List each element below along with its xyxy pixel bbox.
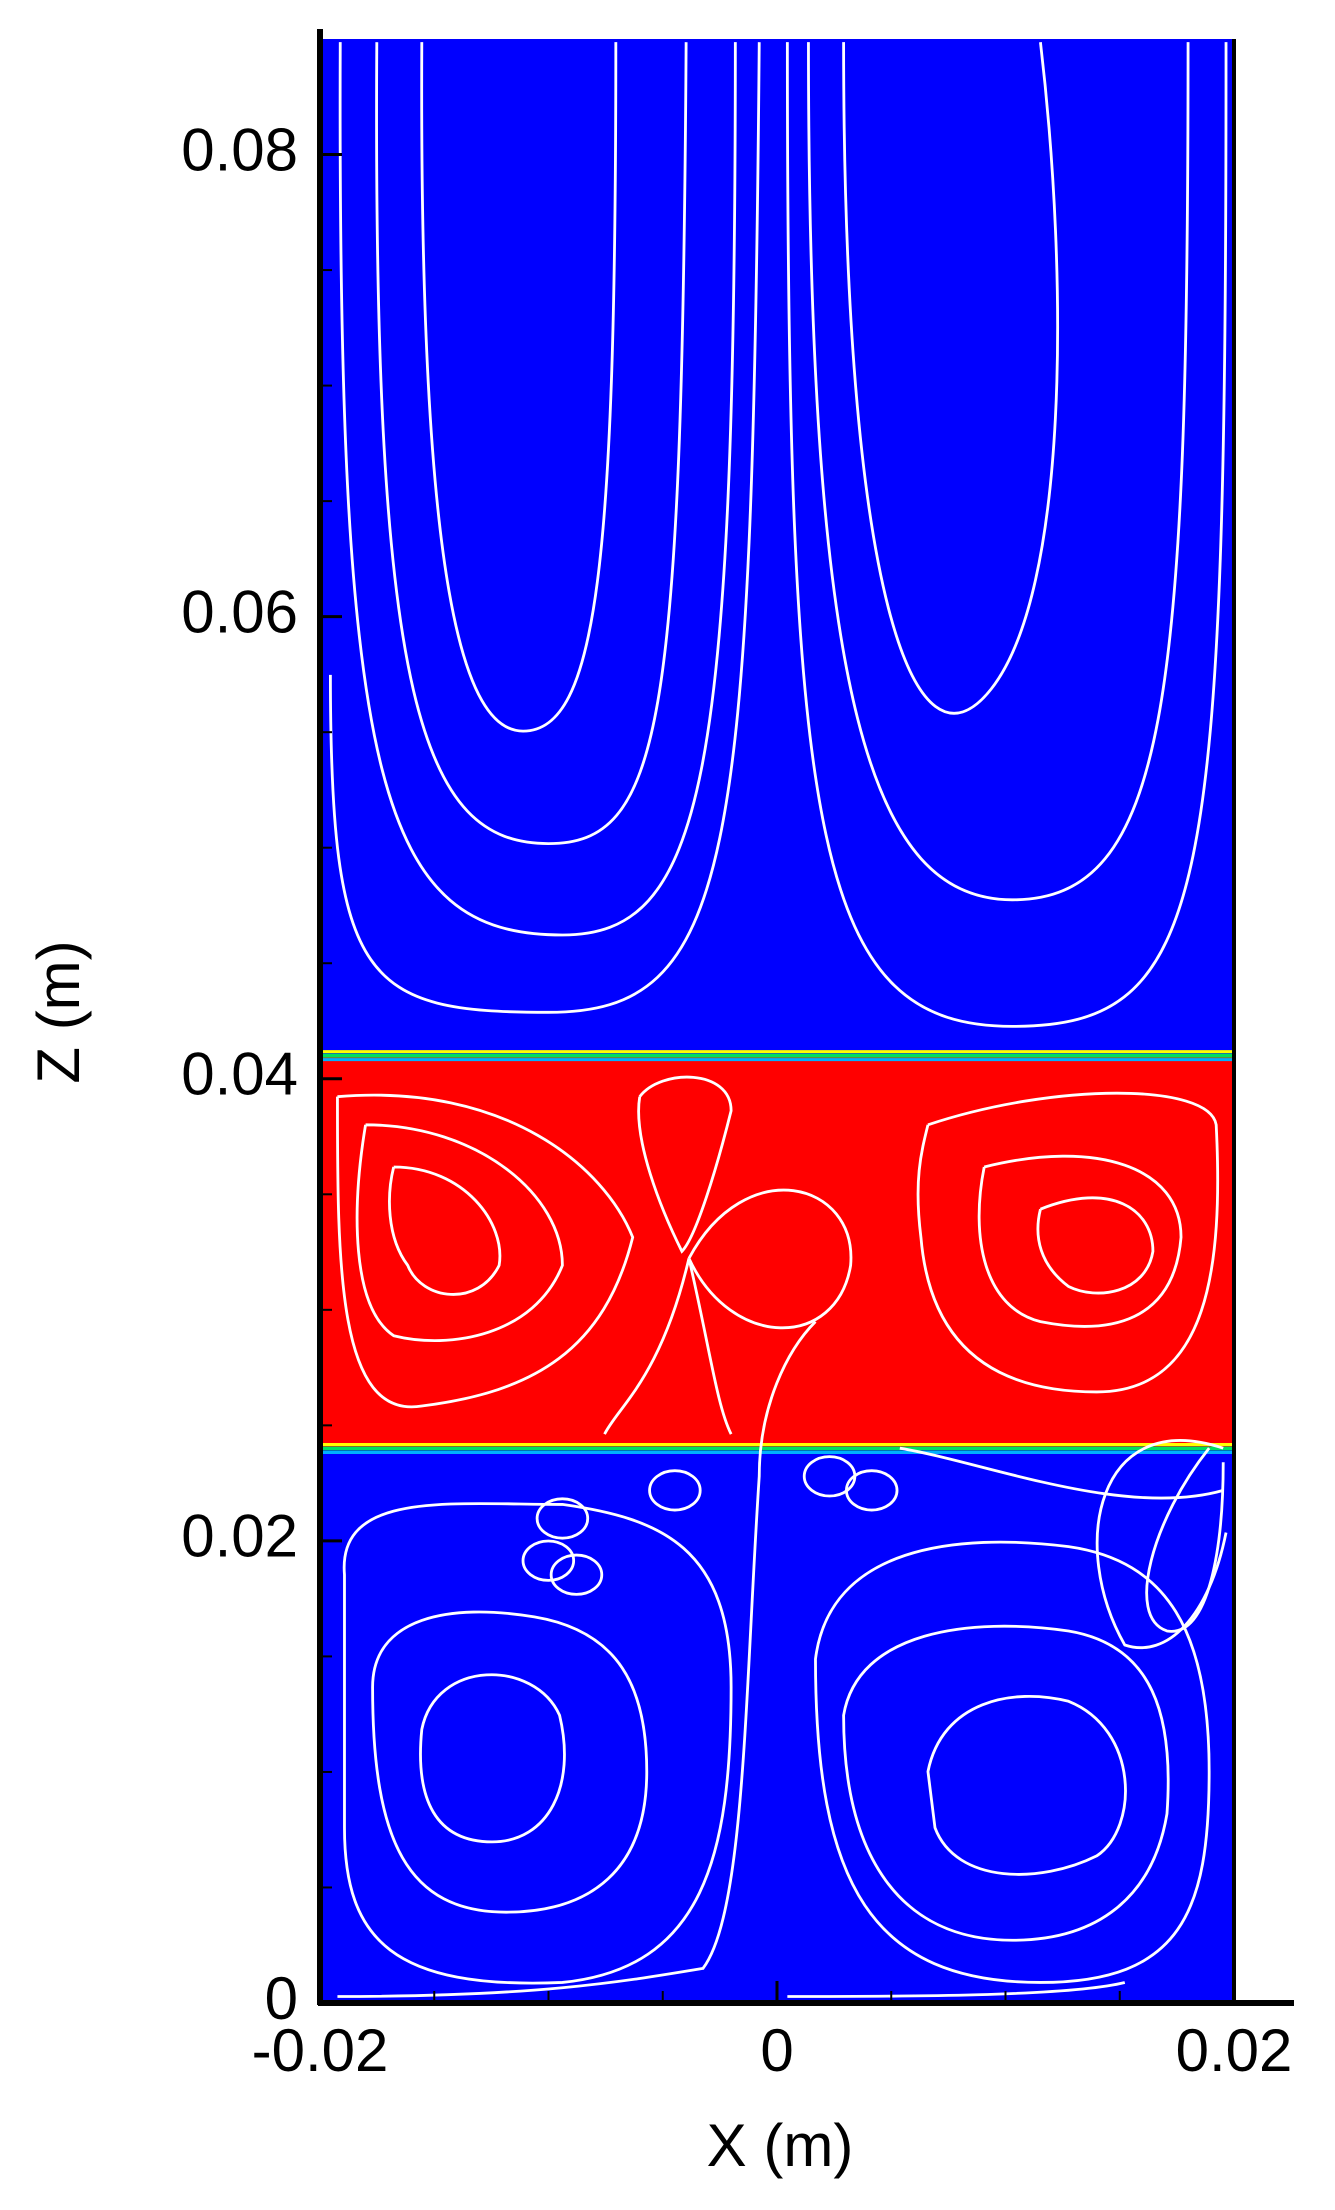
streamline [842, 1624, 1170, 1942]
streamline [342, 1502, 733, 1985]
streamline [977, 1154, 1183, 1328]
region [320, 39, 1234, 2003]
streamline [845, 1469, 899, 1512]
y-tick-label: 0.02 [181, 1503, 298, 1570]
streamline [338, 42, 737, 937]
streamline [337, 1320, 817, 1998]
y-tick-label: 0.06 [181, 578, 298, 645]
y-tick-label: 0 [265, 1965, 298, 2032]
streamline [603, 1258, 733, 1435]
x-tick-label: 0 [760, 2017, 793, 2084]
streamline [787, 1446, 1224, 1998]
streamlines [329, 42, 1228, 1998]
streamline [814, 1540, 1211, 1984]
streamline [648, 1469, 702, 1512]
region [320, 1055, 1234, 1449]
streamline [329, 42, 761, 1014]
streamline [375, 42, 688, 846]
streamline [420, 42, 618, 733]
streamline [842, 42, 1060, 715]
streamline [687, 1188, 853, 1330]
streamline [926, 1695, 1127, 1876]
streamline [388, 1165, 502, 1296]
streamline [535, 1497, 590, 1540]
x-axis-title: X (m) [707, 2112, 854, 2179]
streamline [916, 1091, 1220, 1394]
streamline [355, 1123, 564, 1342]
streamline [807, 42, 1190, 902]
streamline [637, 1075, 733, 1254]
streamline [521, 1539, 576, 1582]
x-tick-label: -0.02 [252, 2017, 389, 2084]
y-tick-label: 0.04 [181, 1041, 298, 1108]
streamline [1145, 1447, 1225, 1633]
streamline [549, 1553, 604, 1596]
streamline [1036, 1196, 1155, 1295]
streamline [419, 1673, 566, 1844]
streamline [336, 1093, 635, 1409]
streamline [785, 42, 1228, 1028]
streamline [371, 1610, 649, 1914]
y-tick-label: 0.08 [181, 116, 298, 183]
y-axis-title: Z (m) [25, 940, 92, 1083]
streamline [1095, 1439, 1228, 1650]
x-tick-label: 0.02 [1176, 2017, 1293, 2084]
